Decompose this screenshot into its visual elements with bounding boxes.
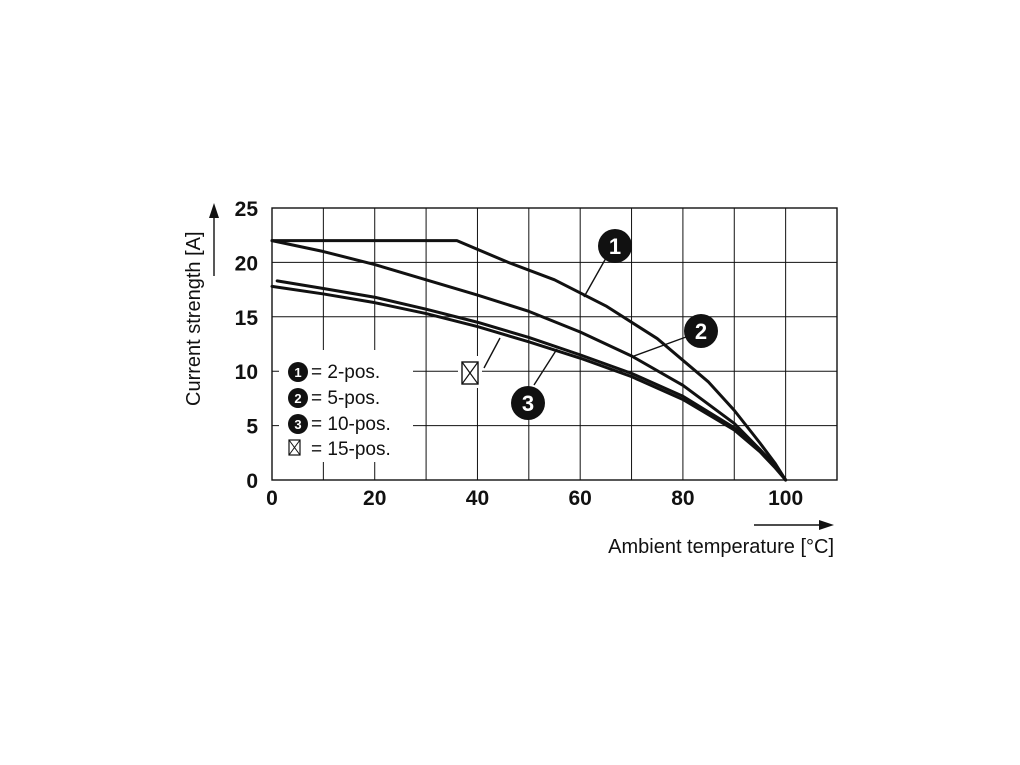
legend-symbol-3: 3 [294,417,301,432]
leader-3 [533,348,558,386]
callout-marker-3: 3 [511,386,545,420]
x-tick-label: 60 [569,487,592,510]
x-tick-label: 100 [768,487,803,510]
leader-15 [483,337,501,369]
y-axis-title-group: Current strength [A] [183,203,219,406]
series-line-3 [275,279,788,482]
y-tick-label: 0 [246,470,258,493]
x-axis-arrow-head [819,520,834,530]
y-tick-labels: 0 5 10 15 20 25 [235,198,259,493]
y-tick-label: 10 [235,361,258,384]
legend-entry-2: 2 = 5-pos. [288,388,380,409]
series-line-15-pos [270,284,788,482]
callout-marker-2: 2 [684,314,718,348]
y-axis-arrow-head [209,203,219,218]
callout-marker-3-label: 3 [522,391,534,416]
callout-marker-2-label: 2 [695,319,707,344]
legend-label-3: = 10-pos. [311,414,391,435]
y-tick-label: 5 [246,416,258,439]
x-axis-title: Ambient temperature [°C] [608,536,834,558]
x-tick-label: 80 [671,487,694,510]
legend-entry-15: = 15-pos. [288,439,391,460]
x-tick-labels: 0 20 40 60 80 100 [266,487,803,510]
leader-1 [583,257,607,298]
callout-marker-1: 1 [598,229,632,263]
y-axis-title: Current strength [A] [183,231,205,406]
y-tick-label: 25 [235,198,259,221]
boxed-x-icon [288,439,301,456]
y-tick-label: 20 [235,252,258,275]
legend-entry-3: 3 = 10-pos. [288,414,391,435]
y-tick-label: 15 [235,307,259,330]
legend-entry-1: 1 = 2-pos. [288,362,380,383]
plot-frame [271,207,838,481]
legend-label-2: = 5-pos. [311,388,380,409]
x-tick-label: 40 [466,487,489,510]
callout-leaders [483,257,687,386]
x-tick-label: 0 [266,487,278,510]
series-line-1 [270,239,788,482]
leader-2 [633,336,687,357]
legend-label-15: = 15-pos. [311,439,391,460]
legend-symbol-1: 1 [294,365,301,380]
x-axis-title-group: Ambient temperature [°C] [608,520,834,558]
callout-marker-1-label: 1 [609,234,621,259]
callout-marker-15 [458,356,482,388]
legend: 1 = 2-pos. 2 = 5-pos. 3 = 10-pos. = 15-p… [279,350,413,462]
x-tick-label: 20 [363,487,386,510]
legend-symbol-2: 2 [294,391,301,406]
legend-label-1: = 2-pos. [311,362,380,383]
curves [270,239,788,482]
